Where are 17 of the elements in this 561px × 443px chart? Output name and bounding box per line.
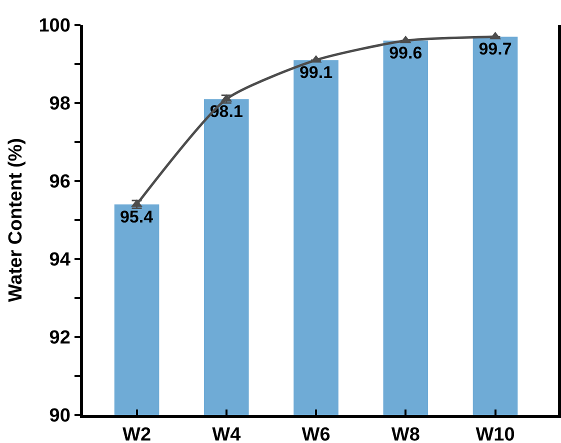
y-tick-label: 94: [49, 250, 71, 271]
data-label: 99.1: [299, 63, 333, 82]
data-label: 98.1: [210, 102, 243, 122]
x-tick-label: W10: [476, 424, 515, 443]
x-tick-label: W6: [302, 424, 330, 443]
data-label: 99.6: [389, 44, 422, 63]
data-label: 99.7: [478, 40, 512, 59]
y-tick-label: 96: [49, 172, 70, 193]
y-tick-label: 98: [49, 94, 70, 115]
x-tick-label: W2: [122, 424, 152, 443]
y-tick-label: 90: [49, 406, 70, 427]
y-axis-title: Water Content (%): [6, 138, 27, 302]
y-tick-label: 92: [49, 328, 70, 349]
data-label: 95.4: [120, 207, 154, 226]
x-tick-label: W8: [391, 424, 420, 443]
x-tick-label: W4: [212, 424, 242, 443]
y-tick-label: 100: [38, 16, 70, 37]
